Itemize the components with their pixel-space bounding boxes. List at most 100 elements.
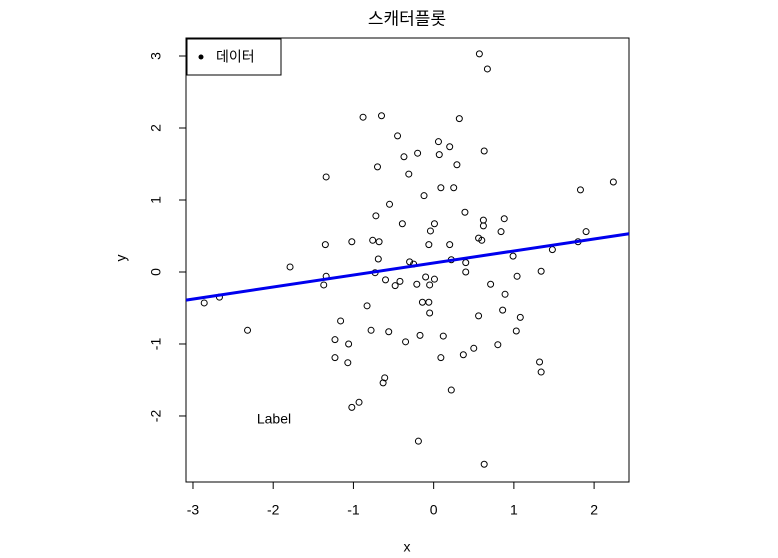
x-tick-label: 2 [590, 502, 598, 518]
point [537, 368, 545, 376]
point [435, 151, 443, 159]
point [414, 149, 422, 157]
point [385, 328, 393, 336]
point [348, 403, 356, 411]
point [453, 161, 461, 169]
point [516, 313, 524, 321]
point [480, 460, 488, 468]
point [416, 331, 424, 339]
point [609, 178, 617, 186]
point [478, 236, 486, 244]
y-tick-label: 1 [148, 196, 164, 204]
point [439, 332, 447, 340]
legend-label: 데이터 [216, 49, 255, 65]
point [459, 351, 467, 359]
point [509, 252, 517, 260]
point [512, 327, 520, 335]
y-tick-label: -1 [148, 338, 164, 351]
point [576, 186, 584, 194]
point [374, 255, 382, 263]
point [331, 354, 339, 362]
point [414, 437, 422, 445]
point [337, 317, 345, 325]
point [413, 280, 421, 288]
point [500, 215, 508, 223]
point [322, 173, 330, 181]
x-tick-label: 0 [430, 502, 438, 518]
point [437, 354, 445, 362]
point [455, 115, 463, 123]
point [483, 65, 491, 73]
point [536, 358, 544, 366]
point [375, 238, 383, 246]
point [348, 238, 356, 246]
point [425, 298, 433, 306]
y-tick-label: -2 [148, 410, 164, 423]
point [381, 374, 389, 382]
point [418, 298, 426, 306]
point [475, 312, 483, 320]
point [487, 280, 495, 288]
point [497, 228, 505, 236]
point [369, 236, 377, 244]
point [345, 340, 353, 348]
point [382, 276, 390, 284]
x-tick-label: 1 [510, 502, 518, 518]
point [373, 163, 381, 171]
chart-title: 스캐터플롯 [368, 9, 446, 28]
point [331, 336, 339, 344]
point [372, 212, 380, 220]
point [400, 153, 408, 161]
y-tick-label: 2 [148, 124, 164, 132]
point [461, 208, 469, 216]
point [363, 302, 371, 310]
point [462, 259, 470, 267]
point [426, 309, 434, 317]
point [355, 398, 363, 406]
point [462, 268, 470, 276]
point [430, 220, 438, 228]
point [200, 299, 208, 307]
point [501, 290, 509, 298]
legend-marker [198, 54, 204, 60]
y-tick-label: 3 [148, 52, 164, 60]
x-tick-label: -1 [347, 502, 360, 518]
x-tick-label: -3 [187, 502, 200, 518]
x-tick-label: -2 [267, 502, 280, 518]
y-axis-label: y [113, 255, 129, 262]
point [447, 386, 455, 394]
point [513, 272, 521, 280]
point [494, 341, 502, 349]
point [426, 281, 434, 289]
point [359, 113, 367, 121]
point [426, 227, 434, 235]
x-axis-label: x [404, 539, 411, 555]
point [321, 241, 329, 249]
point [398, 220, 406, 228]
y-tick-label: 0 [148, 268, 164, 276]
point [405, 170, 413, 178]
point [391, 282, 399, 290]
point [437, 184, 445, 192]
point [420, 192, 428, 200]
point [479, 222, 487, 230]
point [446, 143, 454, 151]
point [394, 132, 402, 140]
point [548, 246, 556, 254]
point [396, 277, 404, 285]
point [430, 275, 438, 283]
point [582, 228, 590, 236]
regression-line [185, 232, 630, 302]
point [470, 344, 478, 352]
annotation: Label [257, 410, 291, 426]
point [450, 184, 458, 192]
point [378, 112, 386, 120]
point [344, 359, 352, 367]
point [480, 147, 488, 155]
point [475, 50, 483, 58]
point [479, 216, 487, 224]
point [286, 263, 294, 271]
point [244, 326, 252, 334]
point [386, 200, 394, 208]
